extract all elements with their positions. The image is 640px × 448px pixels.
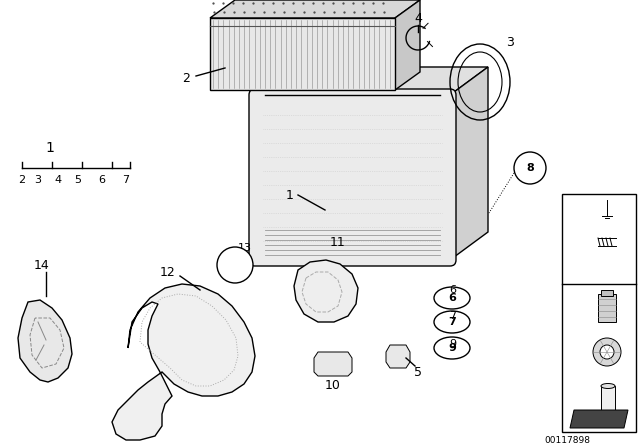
Polygon shape <box>210 18 395 90</box>
Bar <box>601 386 615 412</box>
Polygon shape <box>450 67 488 260</box>
Circle shape <box>593 338 621 366</box>
Polygon shape <box>570 410 628 428</box>
Text: 8: 8 <box>526 163 534 173</box>
Text: 9: 9 <box>448 343 456 353</box>
Text: 7: 7 <box>568 339 574 349</box>
Ellipse shape <box>434 311 470 333</box>
Text: 2: 2 <box>19 175 26 185</box>
Text: 7: 7 <box>448 317 456 327</box>
Text: 4: 4 <box>54 175 61 185</box>
Text: 6: 6 <box>449 285 456 295</box>
Text: 7: 7 <box>449 311 456 321</box>
Polygon shape <box>386 345 410 368</box>
Bar <box>562 194 636 432</box>
Text: 11: 11 <box>330 236 346 249</box>
Text: 6: 6 <box>448 293 456 303</box>
Ellipse shape <box>434 337 470 359</box>
Text: 13: 13 <box>568 201 580 211</box>
Polygon shape <box>210 0 420 18</box>
FancyBboxPatch shape <box>249 89 456 266</box>
Text: 14: 14 <box>34 258 50 271</box>
Text: 3: 3 <box>506 35 514 48</box>
Ellipse shape <box>434 287 470 309</box>
Text: 7: 7 <box>122 175 129 185</box>
Text: 4: 4 <box>414 12 422 25</box>
Polygon shape <box>112 284 255 440</box>
Text: 10: 10 <box>325 379 341 392</box>
Text: 2: 2 <box>182 72 190 85</box>
Text: 12: 12 <box>160 266 176 279</box>
Text: 8: 8 <box>568 297 574 307</box>
Bar <box>601 290 613 296</box>
Text: 13: 13 <box>238 243 252 253</box>
Text: 3: 3 <box>35 175 42 185</box>
Polygon shape <box>18 300 72 382</box>
Ellipse shape <box>601 383 615 388</box>
Text: 5: 5 <box>74 175 81 185</box>
Text: 9: 9 <box>568 237 574 247</box>
Bar <box>598 294 616 322</box>
Polygon shape <box>294 260 358 322</box>
Text: 00117898: 00117898 <box>544 435 590 444</box>
Circle shape <box>514 152 546 184</box>
Circle shape <box>217 247 253 283</box>
Text: 6: 6 <box>99 175 106 185</box>
Text: 1: 1 <box>45 141 54 155</box>
Text: 5: 5 <box>414 366 422 379</box>
Text: 13: 13 <box>229 260 241 270</box>
Circle shape <box>600 345 614 359</box>
Polygon shape <box>255 67 488 95</box>
Text: 1: 1 <box>286 189 294 202</box>
Polygon shape <box>395 0 420 90</box>
Polygon shape <box>314 352 352 376</box>
Text: 9: 9 <box>449 339 456 349</box>
Text: 6: 6 <box>568 377 574 387</box>
